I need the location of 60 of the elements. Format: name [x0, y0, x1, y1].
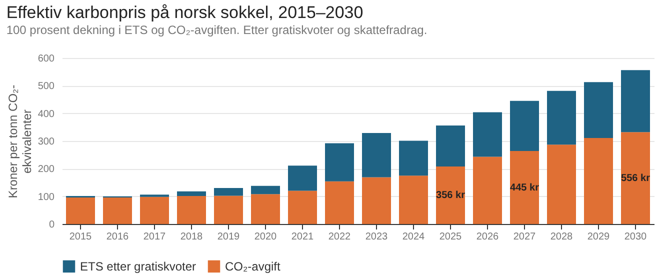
x-tick-label: 2017 [143, 232, 166, 242]
legend-label: CO₂-avgift [225, 259, 281, 274]
bar [288, 166, 317, 191]
x-tick-label: 2023 [365, 232, 388, 242]
x-tick-label: 2025 [439, 232, 462, 242]
x-tick-label: 2026 [476, 232, 500, 242]
bar [510, 100, 539, 151]
x-tick-label: 2020 [254, 232, 278, 242]
bar [66, 197, 95, 224]
bar [436, 126, 465, 166]
bar [177, 196, 206, 224]
x-tick-label: 2027 [513, 232, 536, 242]
y-tick-label: 400 [38, 108, 55, 120]
x-tick-label: 2029 [587, 232, 610, 242]
y-tick-label: 300 [38, 136, 55, 148]
bar [473, 156, 502, 224]
x-tick-label: 2030 [624, 232, 648, 242]
y-tick-label: 500 [38, 81, 55, 92]
bar [436, 166, 465, 224]
bar [399, 140, 428, 176]
bar [621, 70, 650, 132]
bar [362, 177, 391, 224]
x-tick-label: 2024 [402, 232, 426, 242]
bar [325, 143, 354, 182]
y-axis-title: Kroner per tonn CO₂-ekvivalenter [6, 84, 34, 198]
bar [103, 197, 132, 224]
y-tick-label: 200 [38, 164, 55, 176]
bar [251, 186, 280, 194]
x-tick-label: 2021 [291, 232, 314, 242]
bar [584, 82, 613, 138]
total-label: 445 kr [510, 182, 540, 194]
bar [621, 132, 650, 224]
bar [362, 132, 391, 178]
x-tick-label: 2028 [550, 232, 574, 242]
chart-title: Effektiv karbonpris på norsk sokkel, 2015–2030 [6, 3, 364, 22]
bar [547, 90, 576, 145]
x-tick-label: 2019 [217, 232, 240, 242]
x-tick-label: 2018 [180, 232, 204, 242]
x-tick-label: 2016 [106, 232, 130, 242]
bar [325, 181, 354, 224]
bar [214, 196, 243, 224]
bar [288, 190, 317, 224]
x-tick-label: 2015 [69, 232, 92, 242]
total-label: 556 kr [621, 173, 650, 184]
bar [473, 112, 502, 157]
legend-label: ETS etter gratiskvoter [80, 259, 196, 274]
chart-subtitle: 100 prosent dekning i ETS og CO₂-avgiften. Etter gratiskvoter og skattefradrag. [6, 23, 428, 37]
bar [251, 194, 280, 224]
bar [584, 138, 613, 224]
bar [510, 150, 539, 224]
x-tick-label: 2022 [328, 232, 352, 242]
bar [399, 176, 428, 224]
y-tick-label: 0 [48, 220, 55, 230]
total-label: 356 kr [436, 190, 466, 202]
bar [177, 191, 206, 196]
bar [214, 188, 243, 196]
y-tick-label: 100 [38, 192, 55, 203]
bar [140, 196, 169, 224]
y-tick-label: 600 [38, 54, 55, 64]
bar [547, 144, 576, 224]
